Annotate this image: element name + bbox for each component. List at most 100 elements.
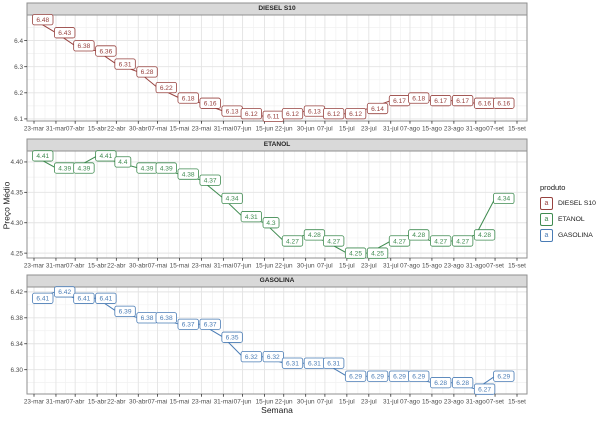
x-tick-label: 30-jun (297, 263, 315, 270)
svg-text:4.39: 4.39 (77, 165, 90, 172)
svg-text:4.25: 4.25 (349, 250, 362, 257)
legend-item-etanol: a ETANOL (540, 213, 596, 226)
legend: produto a DIESEL S10 a ETANOL a GASOLINA (540, 183, 596, 245)
y-axis-title: Preço Médio (1, 181, 12, 230)
y-tick-label: 4.35 (11, 190, 24, 197)
x-tick-label: 07-ago (400, 399, 420, 406)
svg-text:6.12: 6.12 (349, 111, 362, 118)
svg-text:4.28: 4.28 (478, 232, 491, 239)
svg-text:6.17: 6.17 (434, 98, 447, 105)
x-tick-label: 31-mai (214, 126, 234, 133)
svg-text:6.12: 6.12 (286, 111, 299, 118)
y-tick-label: 6.1 (14, 116, 23, 123)
facet-strip-box (26, 2, 528, 16)
x-tick-label: 31-ago (466, 126, 486, 133)
y-tick-label: 6.4 (14, 38, 23, 45)
svg-text:6.41: 6.41 (36, 296, 49, 303)
svg-text:6.31: 6.31 (308, 360, 321, 367)
x-tick-label: 15-mai (170, 263, 190, 270)
x-tick-label: 23-mar (24, 399, 45, 406)
x-tick-label: 31-jul (383, 126, 399, 133)
x-tick-label: 07-mai (148, 126, 168, 133)
svg-text:6.12: 6.12 (327, 111, 340, 118)
svg-text:6.38: 6.38 (141, 315, 154, 322)
svg-text:6.29: 6.29 (393, 373, 406, 380)
x-axis-title: Semana (261, 405, 293, 415)
x-tick-label: 22-abr (107, 399, 126, 406)
legend-key-gasolina-icon: a (540, 229, 553, 242)
x-tick-label: 07-set (486, 263, 504, 270)
x-tick-label: 15-jul (339, 263, 355, 270)
x-tick-label: 23-ago (444, 263, 464, 270)
facet-strip-etanol: ETANOL (263, 141, 291, 148)
svg-text:6.38: 6.38 (160, 315, 173, 322)
x-tick-label: 07-jun (234, 126, 252, 133)
x-tick-label: 31-mai (214, 399, 234, 406)
svg-text:4.37: 4.37 (204, 177, 217, 184)
svg-text:6.17: 6.17 (456, 98, 469, 105)
y-tick-label: 4.30 (11, 220, 24, 227)
x-tick-label: 22-abr (107, 126, 126, 133)
svg-text:6.31: 6.31 (286, 360, 299, 367)
x-tick-label: 23-mar (24, 263, 45, 270)
facet-strip-gasolina: GASOLINA (259, 277, 295, 284)
svg-text:6.16: 6.16 (497, 101, 510, 108)
svg-text:4.3: 4.3 (266, 220, 275, 227)
x-tick-label: 15-jun (256, 263, 274, 270)
svg-text:6.28: 6.28 (141, 69, 154, 76)
x-tick-label: 15-ago (422, 126, 442, 133)
legend-key-etanol-icon: a (540, 213, 553, 226)
x-tick-label: 07-jul (317, 126, 333, 133)
x-tick-label: 07-set (486, 399, 504, 406)
svg-text:6.39: 6.39 (119, 309, 132, 316)
x-tick-label: 23-jul (361, 399, 377, 406)
svg-text:4.27: 4.27 (327, 238, 340, 245)
x-tick-label: 31-jul (383, 399, 399, 406)
x-tick-label: 07-abr (66, 399, 85, 406)
x-tick-label: 23-jul (361, 263, 377, 270)
svg-text:6.36: 6.36 (99, 48, 112, 55)
svg-text:6.32: 6.32 (245, 354, 258, 361)
x-tick-label: 15-jul (339, 126, 355, 133)
x-tick-label: 07-jun (234, 399, 252, 406)
svg-text:6.29: 6.29 (371, 373, 384, 380)
x-tick-label: 07-jul (317, 399, 333, 406)
svg-text:6.42: 6.42 (58, 289, 71, 296)
svg-text:6.13: 6.13 (308, 108, 321, 115)
facet-panel-2: 23-mar 31-mar 07-abr 15-abr 22-abr 30-abr 07-m… (11, 274, 528, 406)
x-tick-label: 15-jun (256, 126, 274, 133)
y-tick-label: 6.2 (14, 90, 23, 97)
panel-background (27, 15, 527, 121)
legend-key-diesel-s10-icon: a (540, 197, 553, 210)
x-tick-label: 07-ago (400, 126, 420, 133)
minor-gridlines (27, 151, 527, 258)
x-tick-label: 15-abr (88, 399, 107, 406)
legend-title: produto (540, 183, 566, 192)
x-tick-label: 07-abr (66, 126, 85, 133)
svg-text:6.32: 6.32 (267, 354, 280, 361)
svg-text:6.29: 6.29 (412, 373, 425, 380)
point-value-labels: 6.41 6.42 6.41 6.41 6.39 6.38 6.38 6.37 6.37 6.35… (32, 286, 515, 395)
x-axis: 23-mar 31-mar 07-abr 15-abr 22-abr 30-abr 07-m… (24, 258, 526, 270)
x-tick-label: 23-jul (361, 126, 377, 133)
y-axis: 4.40 4.35 4.30 4.25 (11, 159, 27, 257)
x-tick-label: 30-jun (297, 126, 315, 133)
x-tick-label: 15-mai (170, 126, 190, 133)
x-tick-label: 15-ago (422, 399, 442, 406)
svg-text:6.12: 6.12 (245, 111, 258, 118)
y-tick-label: 4.25 (11, 250, 24, 257)
svg-text:6.28: 6.28 (456, 380, 469, 387)
x-tick-label: 31-jul (383, 263, 399, 270)
x-tick-label: 07-ago (400, 263, 420, 270)
x-tick-label: 31-mai (214, 263, 234, 270)
svg-text:6.18: 6.18 (182, 95, 195, 102)
svg-text:6.11: 6.11 (267, 114, 280, 121)
legend-item-gasolina: a GASOLINA (540, 229, 596, 242)
x-axis: 23-mar 31-mar 07-abr 15-abr 22-abr 30-abr 07-m… (24, 121, 526, 133)
x-tick-label: 31-mar (46, 126, 67, 133)
y-tick-label: 4.40 (11, 159, 24, 166)
svg-text:6.31: 6.31 (327, 360, 340, 367)
legend-item-label: GASOLINA (558, 232, 593, 239)
